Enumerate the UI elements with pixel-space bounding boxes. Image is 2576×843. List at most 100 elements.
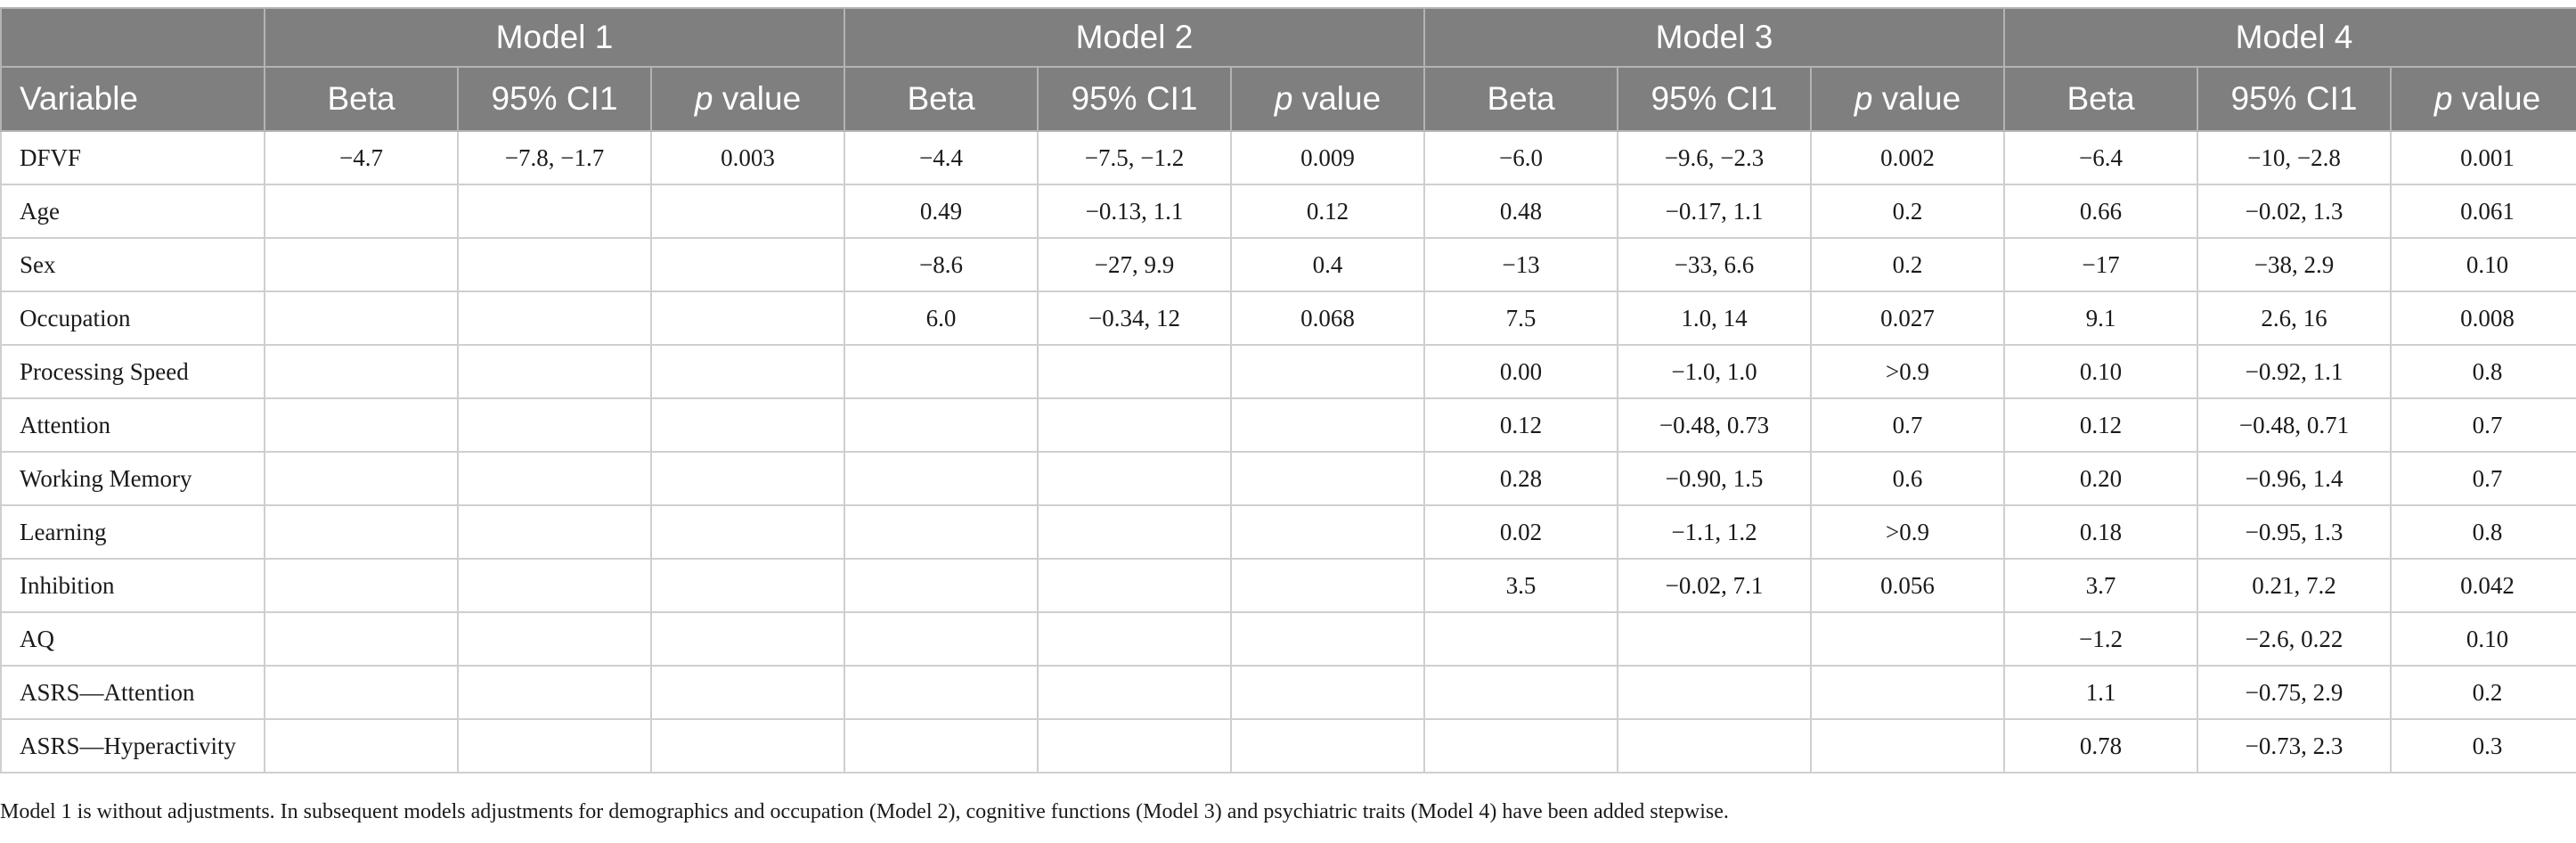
value-cell: 0.78 [2003, 718, 2198, 773]
value-cell [650, 184, 845, 239]
value-cell: 0.21, 7.2 [2197, 558, 2392, 613]
value-cell: −0.02, 1.3 [2197, 184, 2392, 239]
value-cell: −0.34, 12 [1037, 291, 1232, 346]
value-cell [844, 344, 1039, 399]
variable-cell: Sex [0, 237, 265, 292]
value-cell [844, 611, 1039, 667]
table-row: Attention 0.12 −0.48, 0.73 0.7 0.12 −0.48, 0.… [0, 397, 2576, 453]
value-cell [1037, 397, 1232, 453]
value-cell: −0.48, 0.71 [2197, 397, 2392, 453]
beta-header: Beta [1423, 66, 1618, 132]
value-cell [457, 718, 652, 773]
variable-cell: DFVF [0, 130, 265, 185]
value-cell: −33, 6.6 [1617, 237, 1812, 292]
value-cell: −17 [2003, 237, 2198, 292]
table-footnote: Model 1 is without adjustments. In subse… [0, 800, 1729, 823]
value-cell [1810, 718, 2005, 773]
value-cell [1810, 665, 2005, 720]
value-cell [1230, 451, 1425, 506]
value-cell [264, 184, 459, 239]
value-cell: −8.6 [844, 237, 1039, 292]
p-italic: p [2433, 80, 2453, 117]
value-cell [457, 451, 652, 506]
value-cell: −7.5, −1.2 [1037, 130, 1232, 185]
value-cell: −0.48, 0.73 [1617, 397, 1812, 453]
value-cell [1037, 558, 1232, 613]
p-value-text: value [713, 80, 802, 117]
value-cell [1423, 718, 1618, 773]
table-row: Sex −8.6 −27, 9.9 0.4 −13 −33, 6.6 0.2 −17 −38, … [0, 237, 2576, 292]
value-cell: −2.6, 0.22 [2197, 611, 2392, 667]
value-cell: 3.7 [2003, 558, 2198, 613]
value-cell [1037, 665, 1232, 720]
value-cell: −0.17, 1.1 [1617, 184, 1812, 239]
p-value-header: p value [1810, 66, 2005, 132]
table-row: AQ −1.2 −2.6, 0.22 0.10 [0, 611, 2576, 667]
value-cell: 0.7 [2390, 451, 2576, 506]
model-header: Model 1 [264, 7, 845, 68]
p-value-header: p value [2390, 66, 2576, 132]
value-cell [1230, 558, 1425, 613]
value-cell: −0.75, 2.9 [2197, 665, 2392, 720]
value-cell [1230, 665, 1425, 720]
value-cell: 0.027 [1810, 291, 2005, 346]
value-cell: 9.1 [2003, 291, 2198, 346]
model-header: Model 3 [1423, 7, 2005, 68]
value-cell: −13 [1423, 237, 1618, 292]
model-header-row: Model 1 Model 2 Model 3 Model 4 [0, 7, 2576, 68]
value-cell: 0.18 [2003, 504, 2198, 560]
variable-cell: ASRS—Hyperactivity [0, 718, 265, 773]
value-cell [650, 611, 845, 667]
value-cell: 0.003 [650, 130, 845, 185]
value-cell: 0.2 [1810, 237, 2005, 292]
p-value-text: value [1872, 80, 1961, 117]
value-cell [264, 718, 459, 773]
value-cell [457, 397, 652, 453]
value-cell: −38, 2.9 [2197, 237, 2392, 292]
value-cell [264, 665, 459, 720]
value-cell: −0.02, 7.1 [1617, 558, 1812, 613]
p-italic: p [1274, 80, 1293, 117]
value-cell: 0.8 [2390, 344, 2576, 399]
value-cell: 0.48 [1423, 184, 1618, 239]
value-cell [844, 558, 1039, 613]
value-cell: 1.1 [2003, 665, 2198, 720]
value-cell [264, 397, 459, 453]
value-cell [844, 718, 1039, 773]
model-header: Model 2 [844, 7, 1425, 68]
value-cell: 0.042 [2390, 558, 2576, 613]
ci-header: 95% CI1 [1037, 66, 1232, 132]
value-cell [457, 504, 652, 560]
value-cell: −6.4 [2003, 130, 2198, 185]
value-cell: 0.02 [1423, 504, 1618, 560]
value-cell: −0.90, 1.5 [1617, 451, 1812, 506]
value-cell [457, 665, 652, 720]
variable-cell: Attention [0, 397, 265, 453]
value-cell: 6.0 [844, 291, 1039, 346]
value-cell [844, 665, 1039, 720]
value-cell [844, 397, 1039, 453]
table-row: Working Memory 0.28 −0.90, 1.5 0.6 0.20 −0.96… [0, 451, 2576, 506]
value-cell: −4.4 [844, 130, 1039, 185]
value-cell [1810, 611, 2005, 667]
table-row: Occupation 6.0 −0.34, 12 0.068 7.5 1.0, 14 0.0… [0, 291, 2576, 346]
variable-cell: ASRS—Attention [0, 665, 265, 720]
value-cell [650, 344, 845, 399]
table-row: Learning 0.02 −1.1, 1.2 >0.9 0.18 −0.95, 1.3 0… [0, 504, 2576, 560]
value-cell [844, 451, 1039, 506]
value-cell: −0.13, 1.1 [1037, 184, 1232, 239]
value-cell [1037, 344, 1232, 399]
variable-cell: Inhibition [0, 558, 265, 613]
value-cell [264, 611, 459, 667]
value-cell: 0.10 [2390, 611, 2576, 667]
value-cell [264, 558, 459, 613]
value-cell: −9.6, −2.3 [1617, 130, 1812, 185]
value-cell [264, 291, 459, 346]
value-cell: 0.7 [2390, 397, 2576, 453]
table-row: ASRS—Attention 1.1 −0.75, 2.9 0.2 [0, 665, 2576, 720]
value-cell: 0.008 [2390, 291, 2576, 346]
value-cell: 0.49 [844, 184, 1039, 239]
value-cell [1230, 504, 1425, 560]
value-cell: 0.12 [1423, 397, 1618, 453]
value-cell [1037, 504, 1232, 560]
